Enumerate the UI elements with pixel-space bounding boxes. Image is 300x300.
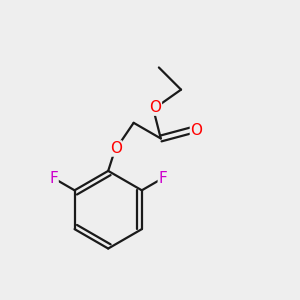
Text: F: F: [49, 171, 58, 186]
Text: O: O: [149, 100, 161, 115]
Text: O: O: [110, 141, 122, 156]
Text: O: O: [190, 123, 202, 138]
Text: F: F: [158, 171, 167, 186]
